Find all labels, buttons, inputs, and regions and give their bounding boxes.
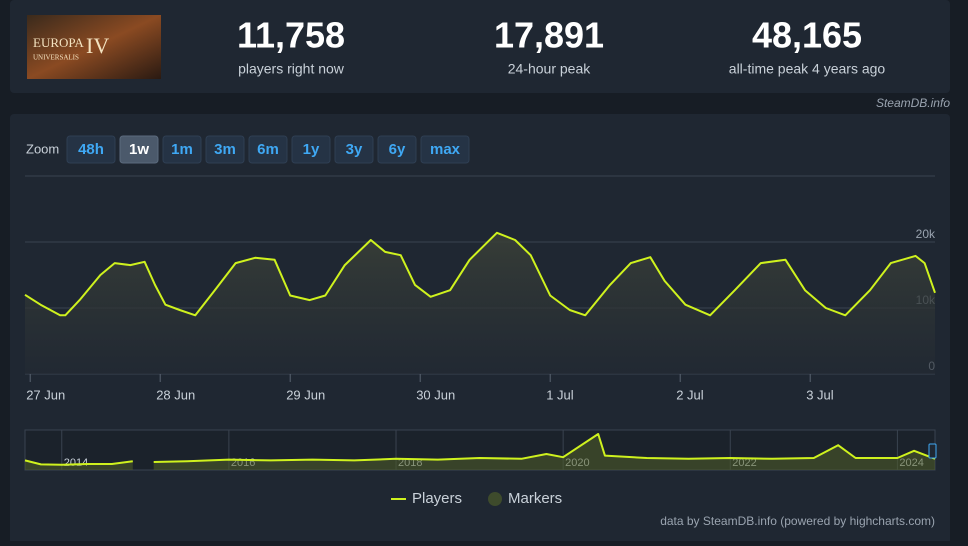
line [24,433,936,466]
stats: 11,758 players right now 17,891 24-hour pea… [237,15,885,77]
logo-text: EUROPA [33,35,84,50]
legend: Players Markers [391,490,562,507]
zoom-button[interactable] [291,135,331,164]
stat-label: players right now [238,61,345,77]
stat-label: 24-hour peak [508,61,592,77]
zoom-bar: Zoom 48h 1w 1m 3m 6m 1y 3y 6y max [26,135,470,164]
x-tick-label: 1 Jul [546,387,574,402]
zoom-button-label[interactable]: 6y [389,141,406,158]
line [24,231,936,317]
logo-text: IV [86,33,109,58]
zoom-button-label[interactable]: 3m [214,141,236,158]
zoom-button[interactable] [377,135,417,164]
x-tick-label: 3 Jul [806,387,834,402]
stat-value: 48,165 [752,15,862,56]
zoom-label: Zoom [26,141,59,156]
zoom-button-label[interactable]: 6m [257,141,279,158]
zoom-button[interactable] [205,135,245,164]
stat-value: 11,758 [237,15,345,56]
zoom-button-label[interactable]: 1m [171,141,193,158]
zoom-button[interactable] [248,135,288,164]
stat-value: 17,891 [494,15,604,56]
x-tick-label: 29 Jun [286,387,325,402]
y-tick-label: 20k [916,227,936,241]
navigator-handle[interactable] [928,443,937,459]
zoom-button[interactable] [119,135,159,164]
logo-text: UNIVERSALIS [33,54,79,62]
credit: data by SteamDB.info (powered by highcha… [660,514,935,528]
zoom-button[interactable] [334,135,374,164]
legend-swatch [488,492,502,506]
source: SteamDB.info [876,96,950,110]
zoom-button[interactable] [420,135,470,164]
x-tick-label: 2 Jul [676,387,704,402]
zoom-button[interactable] [66,135,116,164]
zoom-button-label[interactable]: 3y [346,141,363,158]
zoom-button-label[interactable]: 1w [129,141,149,158]
legend-label[interactable]: Players [412,490,462,507]
zoom-button-label[interactable]: 1y [303,141,320,158]
x-tick-label: 30 Jun [416,387,455,402]
x-tick-label: 28 Jun [156,387,195,402]
x-tick-label: 27 Jun [26,387,65,402]
game-logo [27,15,161,79]
stat-label: all-time peak 4 years ago [729,61,886,77]
navigator-chart: 201420162018202020222024 [24,430,936,470]
stats-panel [10,0,950,93]
area [25,232,935,374]
zoom-button-label[interactable]: max [430,141,461,158]
zoom-button[interactable] [162,135,202,164]
legend-label[interactable]: Markers [508,490,562,507]
zoom-button-label[interactable]: 48h [78,141,104,158]
